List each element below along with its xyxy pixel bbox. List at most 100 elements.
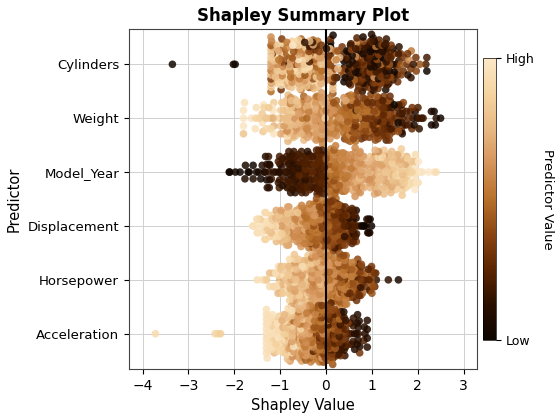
Point — [287, 337, 296, 344]
Point — [274, 327, 283, 333]
Point — [387, 104, 396, 111]
Point — [337, 347, 346, 354]
Point — [284, 210, 293, 217]
Point — [251, 223, 260, 229]
Point — [332, 132, 341, 139]
Point — [323, 169, 332, 176]
Point — [305, 212, 314, 218]
Point — [344, 331, 353, 337]
Point — [277, 223, 286, 229]
Point — [312, 294, 321, 301]
Point — [312, 109, 321, 116]
Point — [347, 272, 356, 279]
Point — [374, 178, 383, 184]
Point — [301, 283, 310, 290]
Point — [290, 134, 298, 141]
Point — [296, 46, 305, 53]
Point — [300, 104, 309, 110]
Point — [309, 256, 318, 262]
Point — [356, 172, 365, 178]
Point — [403, 50, 412, 57]
Point — [262, 115, 271, 121]
Point — [300, 326, 309, 333]
Point — [290, 260, 299, 267]
Point — [333, 347, 342, 354]
Point — [403, 169, 412, 176]
Point — [352, 34, 361, 41]
Point — [278, 40, 287, 47]
Point — [321, 115, 330, 121]
Point — [297, 50, 306, 56]
Point — [319, 202, 328, 209]
Point — [322, 257, 331, 264]
Point — [328, 290, 337, 297]
Point — [386, 48, 395, 55]
Point — [314, 129, 323, 136]
Point — [225, 169, 234, 176]
Point — [394, 179, 403, 186]
Point — [316, 218, 325, 225]
Point — [284, 184, 293, 190]
Point — [294, 56, 303, 63]
Point — [340, 262, 349, 269]
Point — [346, 182, 354, 189]
Point — [332, 220, 340, 227]
Point — [374, 51, 383, 58]
Point — [290, 233, 298, 240]
Point — [328, 263, 337, 270]
Point — [291, 270, 300, 276]
Point — [324, 218, 333, 224]
Point — [368, 68, 377, 75]
Point — [282, 50, 291, 57]
Point — [326, 335, 335, 342]
Point — [291, 178, 300, 184]
Point — [320, 128, 329, 134]
Point — [315, 346, 324, 353]
Point — [348, 112, 357, 119]
Point — [351, 233, 360, 240]
Point — [269, 233, 278, 240]
Point — [312, 137, 321, 144]
Point — [318, 103, 327, 110]
Point — [339, 64, 348, 71]
Point — [281, 209, 290, 216]
Point — [318, 268, 326, 274]
Point — [285, 66, 294, 73]
Point — [430, 169, 438, 176]
Point — [360, 71, 368, 78]
Point — [385, 67, 394, 74]
Point — [265, 162, 274, 169]
Point — [348, 207, 357, 214]
Point — [288, 186, 297, 193]
Point — [318, 322, 326, 329]
Point — [393, 71, 402, 78]
Point — [298, 82, 307, 89]
Point — [331, 236, 340, 242]
Point — [278, 173, 287, 180]
Point — [297, 154, 306, 161]
Point — [326, 100, 335, 107]
Point — [304, 79, 312, 86]
Point — [287, 341, 296, 348]
Point — [284, 337, 293, 344]
Point — [330, 282, 339, 289]
Point — [323, 272, 332, 278]
Point — [284, 346, 293, 353]
Point — [376, 176, 385, 182]
Point — [349, 315, 358, 322]
Point — [297, 358, 306, 365]
Point — [316, 272, 325, 279]
Point — [328, 156, 337, 163]
Point — [372, 48, 381, 55]
Point — [347, 40, 356, 47]
Point — [284, 229, 293, 236]
Point — [357, 100, 366, 107]
Point — [274, 281, 283, 288]
Point — [297, 86, 306, 93]
Point — [412, 179, 421, 186]
Point — [332, 195, 340, 202]
Point — [239, 107, 248, 114]
Point — [349, 94, 358, 101]
Point — [348, 172, 357, 179]
Point — [336, 208, 345, 215]
